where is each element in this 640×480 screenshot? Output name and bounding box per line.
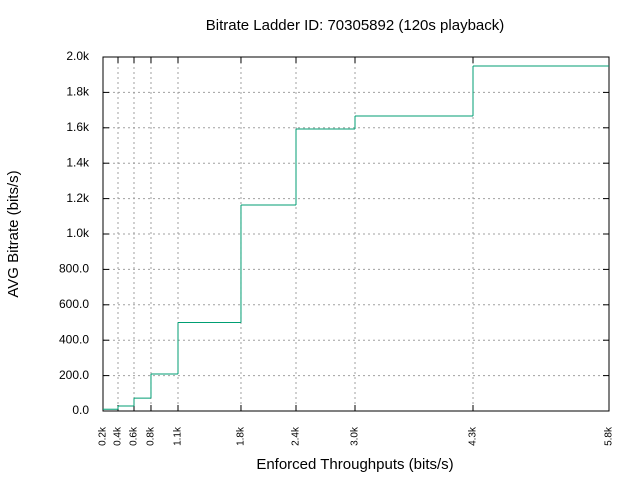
x-tick-label: 3.0k: [350, 426, 361, 446]
x-axis-label: Enforced Throughputs (bits/s): [256, 456, 453, 473]
x-tick-label: 1.1k: [173, 426, 184, 446]
y-tick-label: 0.0: [72, 403, 89, 417]
x-tick-label: 0.2k: [98, 426, 109, 446]
y-tick-label: 1.8k: [66, 85, 90, 99]
x-tick-label: 2.4k: [291, 426, 302, 446]
y-tick-label: 800.0: [59, 262, 89, 276]
chart-title: Bitrate Ladder ID: 70305892 (120s playba…: [206, 17, 505, 34]
y-tick-label: 600.0: [59, 297, 89, 311]
plot-border: [102, 56, 610, 412]
x-tick-label: 1.8k: [236, 426, 247, 446]
y-axis-label: AVG Bitrate (bits/s): [5, 170, 22, 297]
y-tick-label: 200.0: [59, 368, 89, 382]
y-tick-label: 2.0k: [66, 49, 90, 63]
x-tick-label: 0.8k: [146, 426, 157, 446]
y-tick-label: 1.4k: [66, 155, 90, 169]
y-tick-label: 1.2k: [66, 191, 90, 205]
x-tick-label: 0.4k: [113, 426, 124, 446]
x-tick-label: 5.8k: [604, 426, 615, 446]
x-tick-label: 4.3k: [468, 426, 479, 446]
y-tick-label: 1.6k: [66, 120, 90, 134]
x-tick-label: 0.6k: [129, 426, 140, 446]
y-tick-label: 1.0k: [66, 226, 90, 240]
y-tick-label: 400.0: [59, 332, 89, 346]
